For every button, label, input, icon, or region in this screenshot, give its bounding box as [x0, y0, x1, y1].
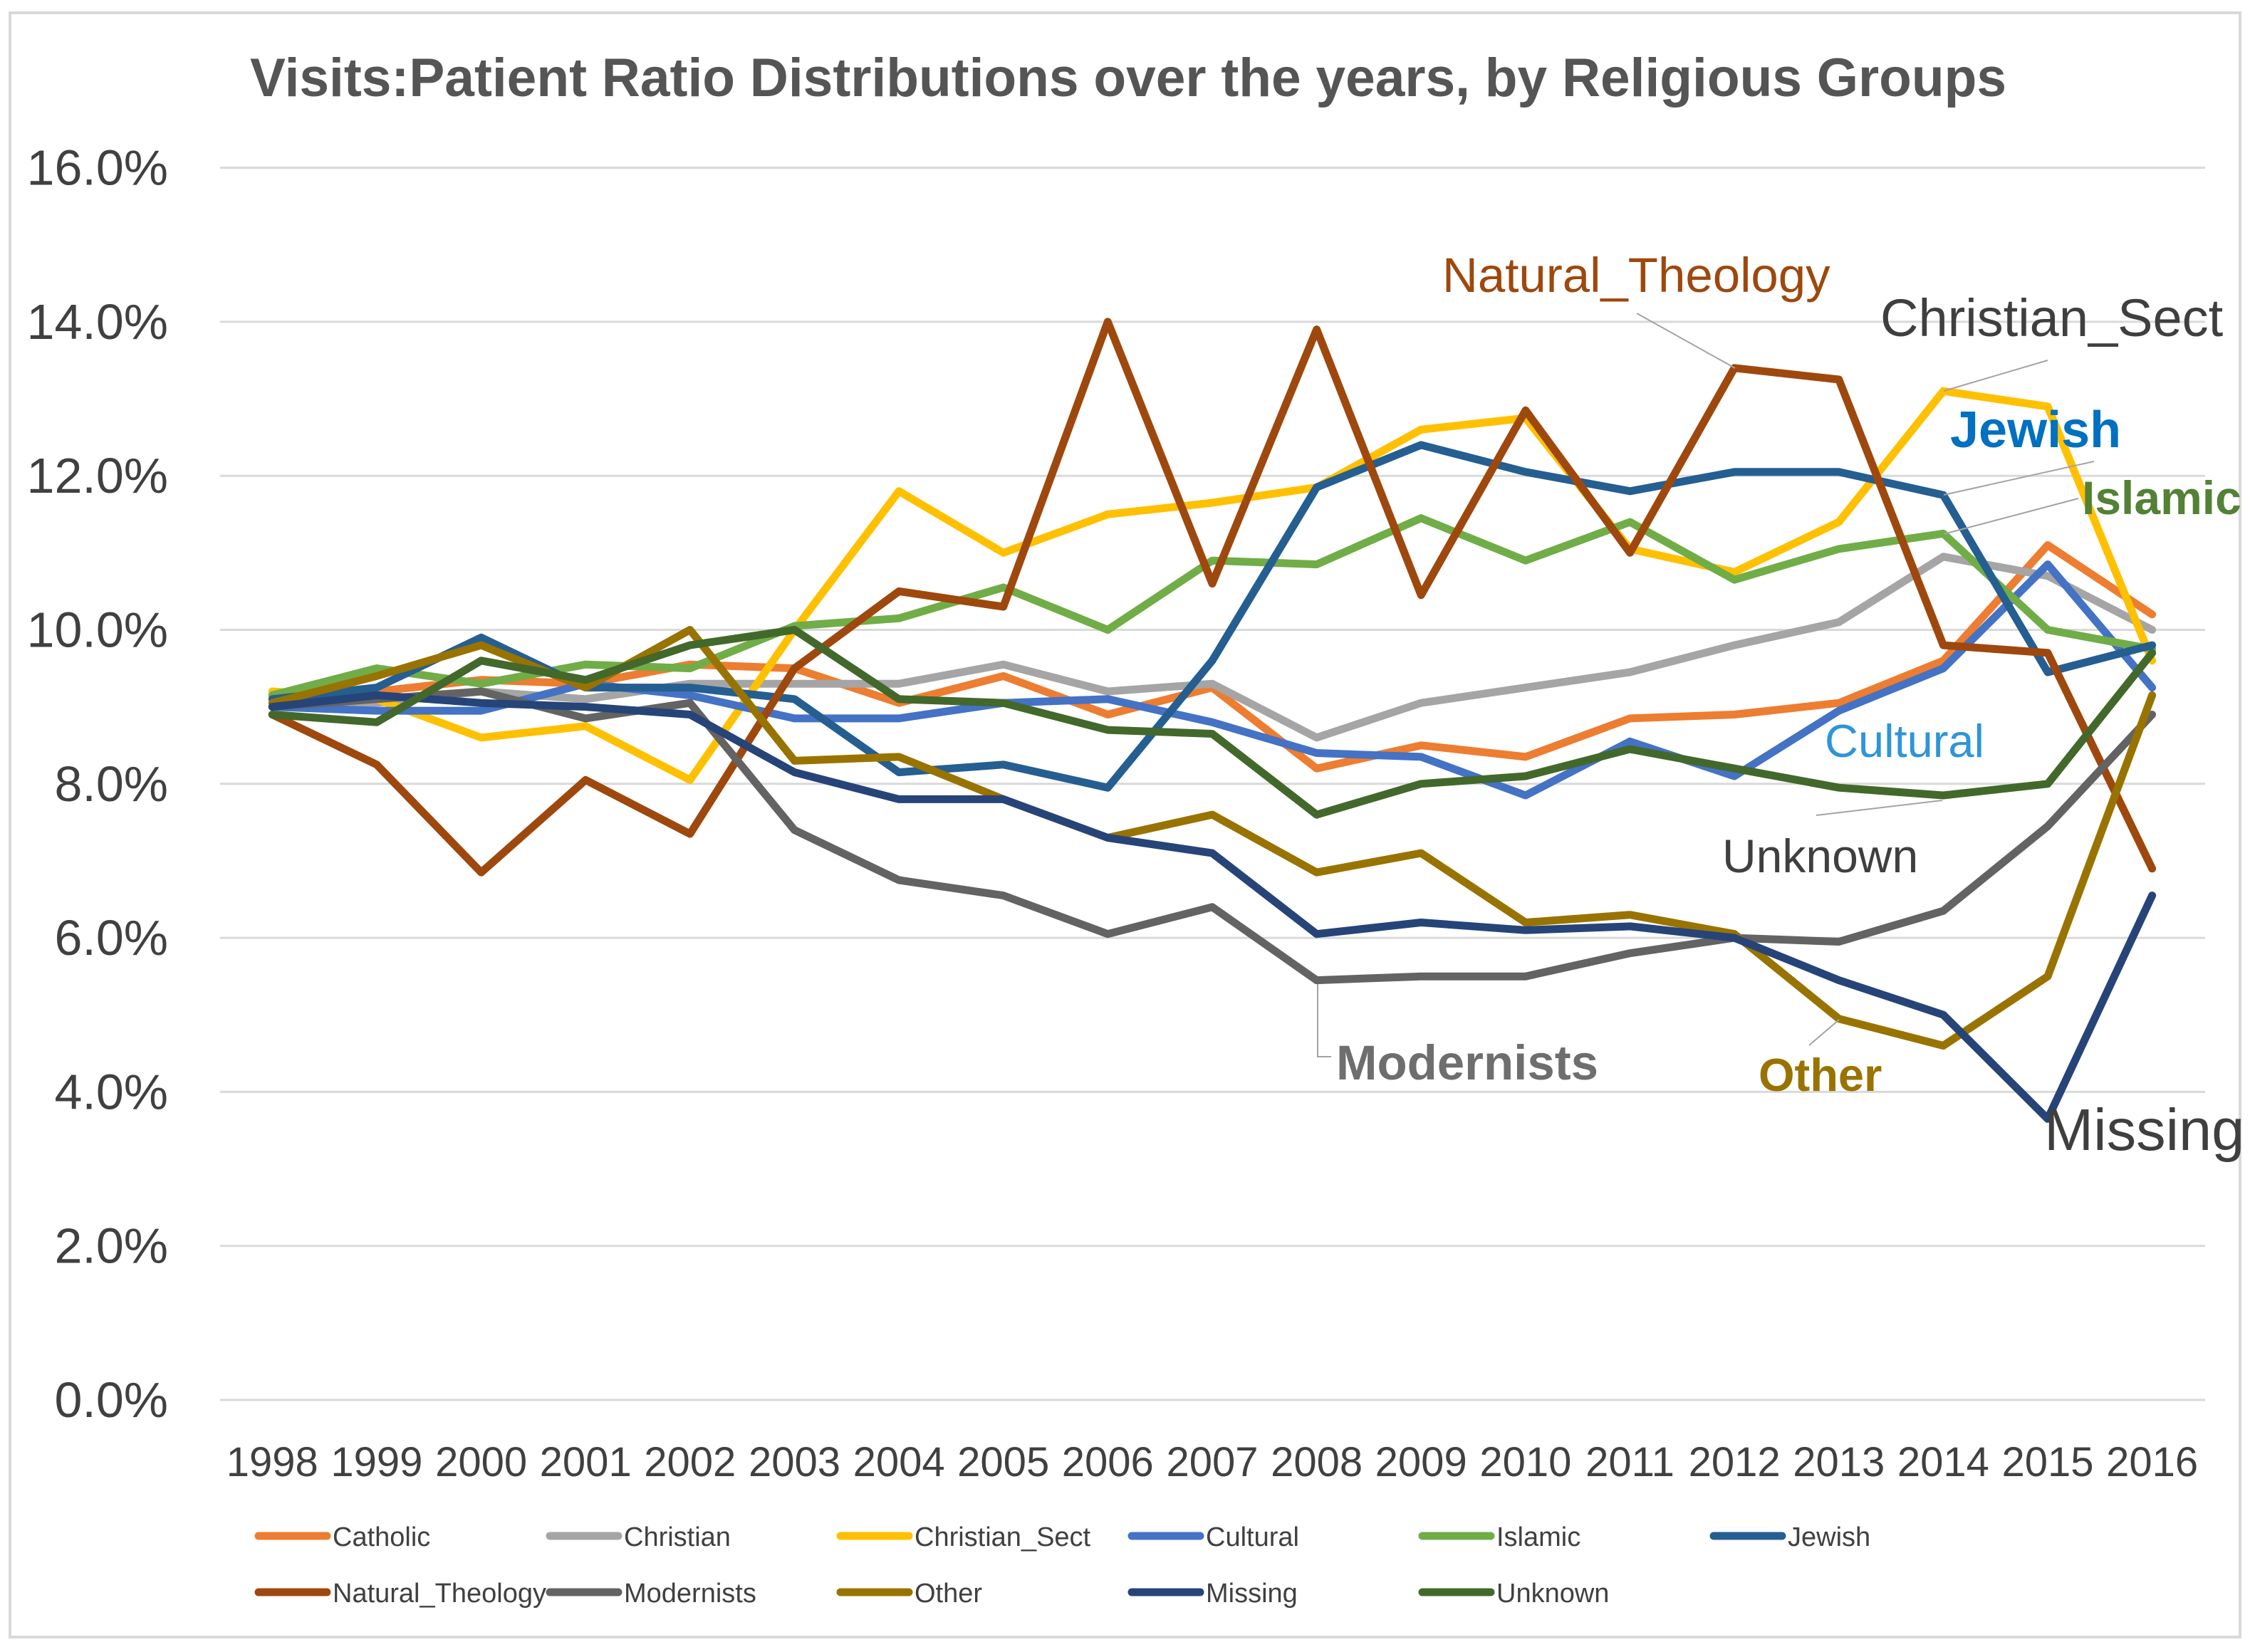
svg-text:2003: 2003 [749, 1439, 840, 1485]
svg-text:2005: 2005 [957, 1439, 1049, 1485]
svg-text:10.0%: 10.0% [27, 602, 168, 658]
svg-text:Other: Other [915, 1579, 982, 1609]
svg-text:1999: 1999 [330, 1439, 422, 1485]
svg-text:Other: Other [1759, 1049, 1882, 1101]
svg-text:2012: 2012 [1689, 1439, 1781, 1485]
svg-text:Christian_Sect: Christian_Sect [1880, 288, 2224, 347]
svg-text:Cultural: Cultural [1825, 715, 1984, 767]
svg-text:16.0%: 16.0% [27, 140, 168, 196]
svg-text:2004: 2004 [853, 1439, 945, 1485]
svg-text:4.0%: 4.0% [54, 1064, 168, 1119]
svg-text:Missing: Missing [1206, 1579, 1298, 1609]
svg-text:Natural_Theology: Natural_Theology [333, 1579, 546, 1609]
svg-text:2009: 2009 [1375, 1439, 1467, 1485]
svg-text:0.0%: 0.0% [54, 1372, 168, 1428]
svg-text:Natural_Theology: Natural_Theology [1442, 248, 1830, 303]
svg-text:Islamic: Islamic [2082, 471, 2241, 524]
svg-text:14.0%: 14.0% [27, 294, 168, 350]
svg-text:Catholic: Catholic [333, 1522, 430, 1552]
svg-text:2016: 2016 [2106, 1439, 2198, 1485]
svg-text:Jewish: Jewish [1950, 402, 2121, 459]
svg-text:12.0%: 12.0% [27, 448, 168, 503]
svg-text:2006: 2006 [1062, 1439, 1154, 1485]
svg-text:Unknown: Unknown [1722, 830, 1918, 882]
svg-text:6.0%: 6.0% [54, 910, 168, 966]
svg-text:2001: 2001 [540, 1439, 632, 1485]
svg-text:1998: 1998 [226, 1439, 318, 1485]
svg-text:Cultural: Cultural [1206, 1522, 1299, 1552]
svg-text:2002: 2002 [644, 1439, 736, 1485]
svg-text:2014: 2014 [1897, 1439, 1989, 1485]
svg-text:2015: 2015 [2001, 1439, 2093, 1485]
svg-text:2010: 2010 [1479, 1439, 1571, 1485]
svg-text:Missing: Missing [2044, 1097, 2244, 1163]
svg-text:Modernists: Modernists [624, 1579, 756, 1609]
svg-text:2011: 2011 [1585, 1439, 1675, 1485]
svg-text:2007: 2007 [1166, 1439, 1258, 1485]
svg-text:Islamic: Islamic [1496, 1522, 1580, 1552]
svg-text:Jewish: Jewish [1788, 1522, 1870, 1552]
svg-text:Modernists: Modernists [1336, 1035, 1598, 1090]
svg-text:2008: 2008 [1271, 1439, 1363, 1485]
svg-text:2.0%: 2.0% [54, 1218, 168, 1274]
svg-text:2013: 2013 [1793, 1439, 1885, 1485]
svg-text:Christian: Christian [624, 1522, 731, 1552]
svg-text:Christian_Sect: Christian_Sect [915, 1522, 1091, 1552]
svg-text:Unknown: Unknown [1496, 1579, 1609, 1609]
svg-text:8.0%: 8.0% [54, 756, 168, 812]
svg-text:Visits:Patient Ratio Distribut: Visits:Patient Ratio Distributions over … [250, 48, 2006, 108]
svg-text:2000: 2000 [435, 1439, 527, 1485]
